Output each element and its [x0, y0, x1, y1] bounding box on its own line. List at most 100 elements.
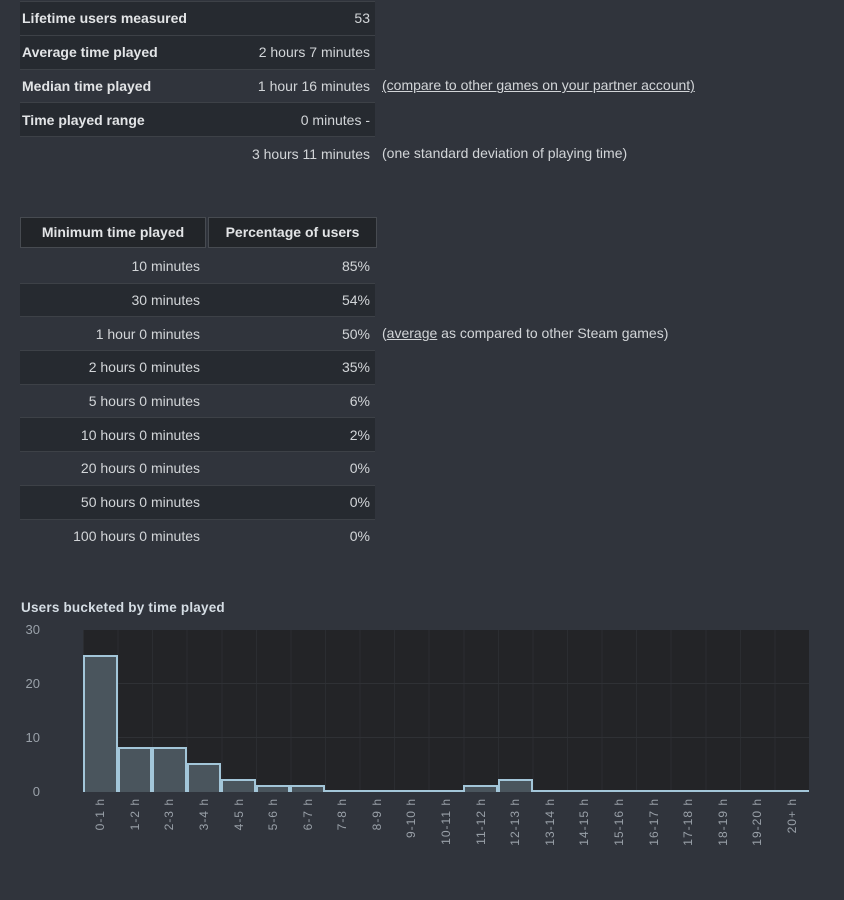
stat-label: Median time played: [22, 77, 152, 94]
x-tick-slot: 11-12 h: [463, 798, 498, 846]
x-tick-slot: 5-6 h: [256, 798, 291, 846]
bar-slot: [221, 630, 256, 792]
percentage-cell: 54%: [341, 292, 370, 309]
chart-bar[interactable]: [636, 790, 671, 792]
column-header-min-time: Minimum time played: [20, 217, 206, 248]
percentage-cell: 0%: [349, 527, 370, 544]
x-tick-label: 0-1 h: [93, 798, 108, 831]
percentage-cell: 35%: [341, 359, 370, 376]
summary-stats: Lifetime users measured 53 Average time …: [20, 1, 830, 170]
min-time-cell: 10 minutes: [131, 257, 200, 274]
chart-bar[interactable]: [152, 746, 187, 792]
x-tick-slot: 13-14 h: [533, 798, 568, 846]
column-header-percentage: Percentage of users: [208, 217, 377, 248]
chart-bar[interactable]: [221, 779, 256, 792]
bar-slot: [497, 630, 533, 792]
x-tick-slot: 7-8 h: [325, 798, 360, 846]
x-tick-slot: 10-11 h: [429, 798, 464, 846]
table-row-box: 50 hours 0 minutes 0%: [20, 484, 375, 519]
y-axis: 0 10 20 30: [0, 622, 40, 799]
x-tick-label: 11-12 h: [473, 798, 488, 845]
x-tick-slot: 8-9 h: [360, 798, 395, 846]
summary-row: Lifetime users measured 53: [20, 1, 830, 35]
table-row: 50 hours 0 minutes 0%: [20, 484, 830, 519]
chart-bar[interactable]: [497, 779, 533, 792]
chart-bar[interactable]: [290, 784, 326, 792]
chart-bar[interactable]: [83, 655, 118, 792]
chart-bar[interactable]: [394, 790, 429, 792]
y-tick-label: 0: [32, 784, 40, 799]
percentage-cell: 2%: [349, 426, 370, 443]
bar-slot: [567, 630, 602, 792]
table-row-box: 100 hours 0 minutes 0%: [20, 518, 375, 553]
stat-label: Average time played: [22, 44, 158, 61]
summary-row-box: Lifetime users measured 53: [20, 1, 375, 35]
min-time-cell: 2 hours 0 minutes: [88, 359, 200, 376]
stat-value: 53: [354, 10, 370, 27]
percentage-cell: 0%: [349, 494, 370, 511]
chart-bar[interactable]: [739, 790, 775, 792]
summary-row-box: Average time played 2 hours 7 minutes: [20, 34, 375, 69]
chart-bar[interactable]: [325, 790, 360, 792]
x-tick-slot: 9-10 h: [394, 798, 429, 846]
percentage-cell: 0%: [349, 460, 370, 477]
table-row: 2 hours 0 minutes 35%: [20, 350, 830, 384]
y-tick-label: 30: [25, 622, 40, 637]
bar-slot: [601, 630, 637, 792]
chart-bar[interactable]: [670, 790, 706, 792]
min-time-cell: 50 hours 0 minutes: [80, 494, 200, 511]
chart-bar[interactable]: [601, 790, 637, 792]
x-tick-slot: 20+ h: [775, 798, 810, 846]
table-row: 10 hours 0 minutes 2%: [20, 417, 830, 452]
summary-row-box: Time played range 0 minutes -: [20, 102, 375, 137]
bar-slot: [359, 630, 395, 792]
x-tick-label: 18-19 h: [715, 798, 730, 846]
stat-label: Lifetime users measured: [22, 10, 187, 27]
average-link[interactable]: average: [386, 325, 438, 342]
table-row: 30 minutes 54%: [20, 282, 830, 317]
stat-note: (one standard deviation of playing time): [382, 136, 627, 170]
x-tick-slot: 2-3 h: [152, 798, 187, 846]
min-time-cell: 5 hours 0 minutes: [88, 393, 200, 410]
x-tick-slot: 15-16 h: [602, 798, 637, 846]
x-tick-slot: 19-20 h: [740, 798, 775, 846]
table-row: 100 hours 0 minutes 0%: [20, 518, 830, 553]
chart-bar[interactable]: [532, 790, 568, 792]
bar-slot: [394, 630, 429, 792]
stat-value: 0 minutes -: [300, 111, 370, 128]
bar-slot: [636, 630, 671, 792]
x-tick-label: 3-4 h: [197, 798, 212, 831]
min-time-cell: 100 hours 0 minutes: [73, 527, 200, 544]
x-tick-label: 20+ h: [784, 798, 799, 834]
x-tick-slot: 14-15 h: [567, 798, 602, 846]
stat-note: (compare to other games on your partner …: [382, 69, 695, 103]
table-row: 5 hours 0 minutes 6%: [20, 383, 830, 418]
chart-bar[interactable]: [186, 763, 222, 792]
summary-row-box: 3 hours 11 minutes: [20, 136, 375, 170]
min-time-cell: 1 hour 0 minutes: [95, 325, 200, 342]
x-tick-label: 9-10 h: [404, 798, 419, 839]
bar-slot: [325, 630, 360, 792]
bar-slot: [670, 630, 706, 792]
compare-games-link[interactable]: (compare to other games on your partner …: [382, 77, 695, 94]
chart-bar[interactable]: [705, 790, 740, 792]
stat-value: 1 hour 16 minutes: [257, 77, 370, 94]
percentage-cell: 50%: [341, 325, 370, 342]
bar-slot: [739, 630, 775, 792]
table-row-box: 10 hours 0 minutes 2%: [20, 417, 375, 452]
chart-bar[interactable]: [774, 790, 810, 792]
x-tick-label: 5-6 h: [266, 798, 281, 831]
x-tick-label: 4-5 h: [231, 798, 246, 831]
percentage-cell: 85%: [341, 257, 370, 274]
bar-slot: [705, 630, 740, 792]
chart-bar[interactable]: [463, 784, 498, 792]
chart-bar[interactable]: [359, 790, 395, 792]
x-tick-label: 17-18 h: [681, 798, 696, 846]
chart-bar[interactable]: [255, 784, 291, 792]
x-tick-slot: 0-1 h: [83, 798, 118, 846]
chart-bar[interactable]: [567, 790, 602, 792]
chart-bar[interactable]: [117, 746, 153, 792]
chart-bar[interactable]: [428, 790, 464, 792]
table-row-box: 2 hours 0 minutes 35%: [20, 350, 375, 384]
x-tick-label: 1-2 h: [127, 798, 142, 831]
